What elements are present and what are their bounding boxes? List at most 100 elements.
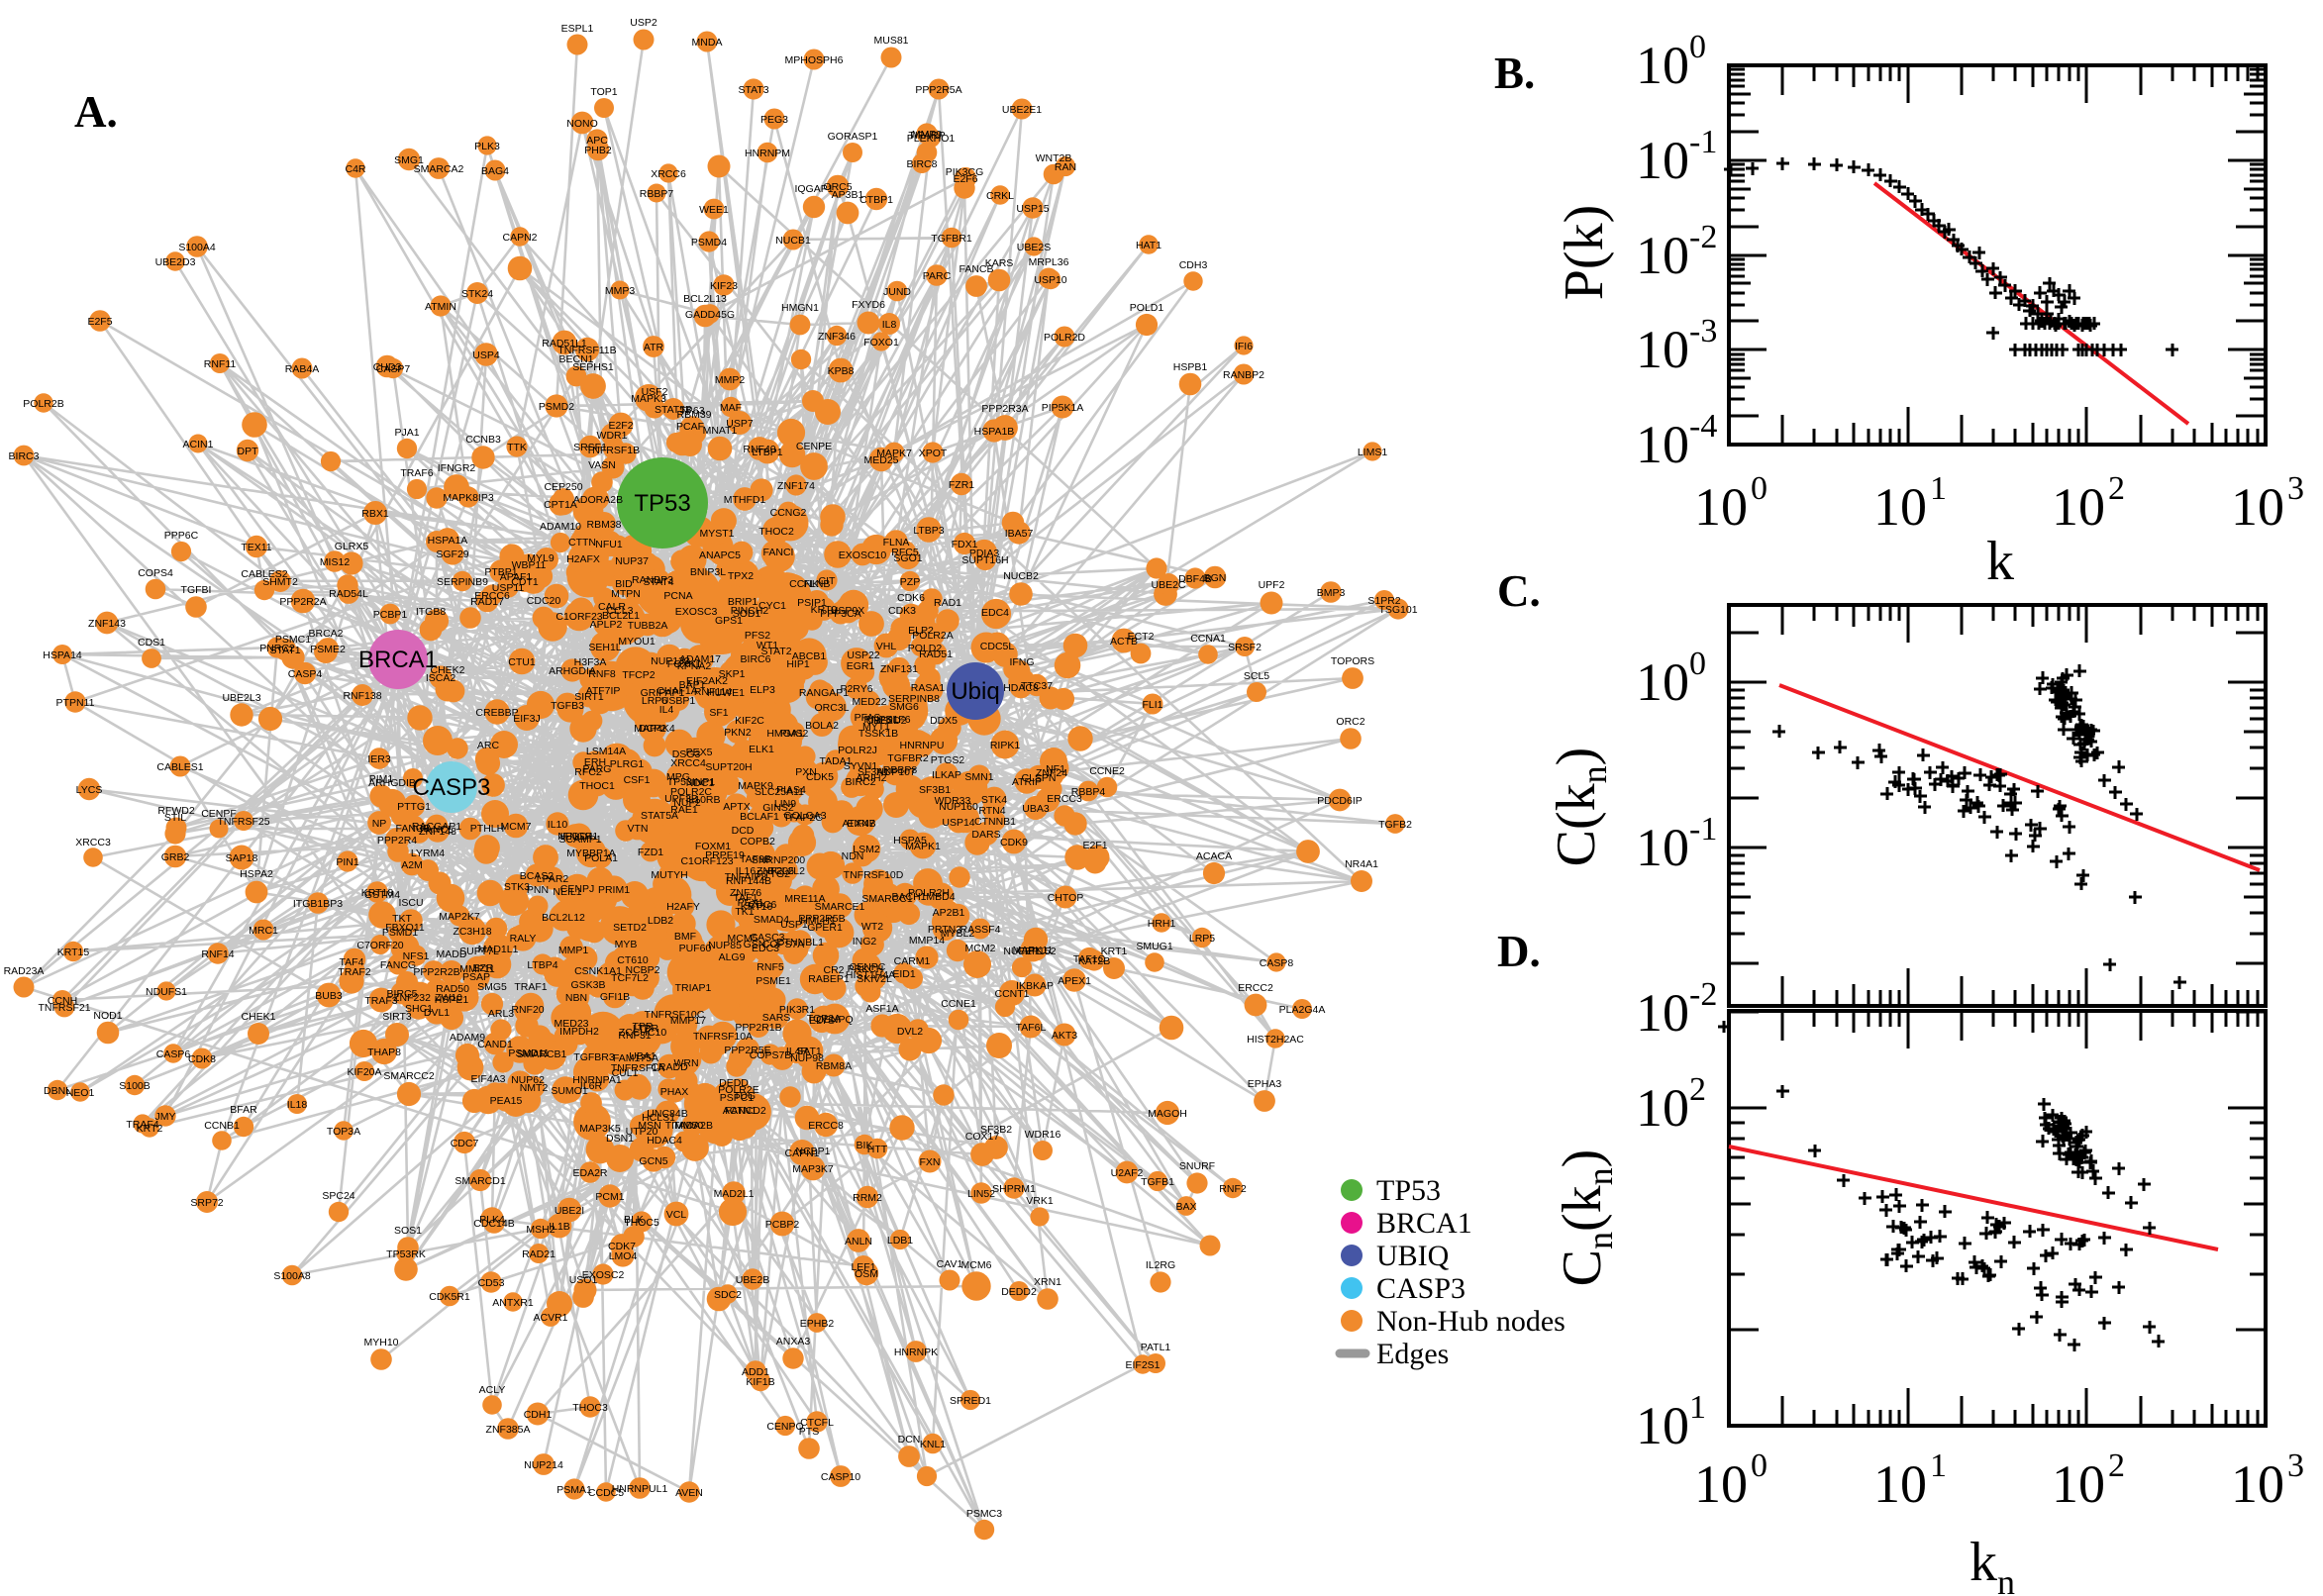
svg-text:POLA1: POLA1 (584, 852, 618, 864)
svg-text:XRN1: XRN1 (1034, 1276, 1061, 1288)
svg-text:EGR1: EGR1 (847, 660, 875, 672)
svg-text:ERCC6: ERCC6 (474, 590, 510, 602)
svg-text:HTT: HTT (867, 1144, 888, 1155)
svg-text:ERCC8: ERCC8 (808, 1120, 844, 1132)
svg-text:MCM5: MCM5 (728, 933, 758, 945)
svg-text:TFAP2C: TFAP2C (783, 812, 823, 824)
svg-text:CARM1: CARM1 (894, 955, 931, 967)
svg-text:BCL2L2: BCL2L2 (767, 865, 805, 877)
svg-text:PSME2: PSME2 (310, 644, 346, 655)
svg-text:IMPDH2: IMPDH2 (559, 1026, 599, 1038)
svg-text:ARL3: ARL3 (488, 1008, 514, 1020)
svg-text:FLNA: FLNA (883, 537, 910, 549)
svg-text:RAD1: RAD1 (934, 597, 961, 609)
svg-text:MAP4K4: MAP4K4 (634, 723, 675, 735)
svg-text:PUF60: PUF60 (679, 943, 712, 954)
svg-text:EIF4A3: EIF4A3 (470, 1073, 505, 1085)
svg-text:CASP4: CASP4 (288, 668, 323, 680)
svg-text:WT1: WT1 (757, 640, 778, 651)
svg-text:SKP1: SKP1 (719, 668, 746, 680)
svg-text:HSPA2: HSPA2 (240, 868, 273, 880)
svg-text:PDIA3: PDIA3 (969, 548, 1000, 559)
svg-text:ARHGDIB: ARHGDIB (368, 777, 416, 789)
svg-text:DSN1: DSN1 (606, 1133, 634, 1145)
svg-text:ARC: ARC (477, 740, 500, 751)
svg-text:XPOT: XPOT (919, 448, 948, 459)
svg-text:10: 10 (1636, 415, 1689, 474)
svg-text:Non-Hub nodes: Non-Hub nodes (1376, 1305, 1566, 1338)
svg-text:PPP2R1B: PPP2R1B (735, 1022, 781, 1034)
svg-text:RANGAP1: RANGAP1 (799, 687, 849, 699)
svg-text:PSAP: PSAP (462, 971, 490, 983)
svg-text:ING2: ING2 (853, 936, 877, 948)
svg-text:CCL3: CCL3 (607, 605, 634, 617)
svg-text:ACIN1: ACIN1 (183, 439, 214, 450)
svg-text:CDK6: CDK6 (897, 592, 925, 604)
svg-text:CABLES2: CABLES2 (241, 568, 287, 580)
svg-text:k: k (1986, 531, 2014, 592)
svg-text:TGFB1: TGFB1 (1141, 1176, 1174, 1188)
svg-text:VASN: VASN (588, 459, 616, 471)
svg-text:ANAPC5: ANAPC5 (699, 549, 741, 561)
svg-text:RNF114: RNF114 (694, 686, 732, 698)
svg-text:TOP2A: TOP2A (807, 1013, 841, 1025)
svg-text:ABCB1: ABCB1 (792, 650, 827, 662)
svg-text:TNFRSF11B: TNFRSF11B (557, 345, 616, 356)
svg-text:CCNE1: CCNE1 (941, 998, 976, 1010)
svg-text:FOXM1: FOXM1 (695, 841, 731, 852)
svg-text:TP53RK: TP53RK (386, 1248, 426, 1260)
svg-text:APLP2: APLP2 (590, 619, 623, 631)
svg-text:UBE2E1: UBE2E1 (1002, 104, 1042, 116)
svg-text:MED23: MED23 (554, 1018, 588, 1030)
svg-text:MCM6: MCM6 (961, 1259, 992, 1271)
svg-text:TSSK1B: TSSK1B (858, 728, 898, 740)
svg-text:0: 0 (1689, 29, 1706, 65)
svg-text:EID1: EID1 (892, 968, 916, 980)
svg-text:SMN1: SMN1 (964, 771, 993, 783)
svg-text:IL6R: IL6R (580, 1080, 603, 1092)
svg-text:WNT2B: WNT2B (1036, 152, 1072, 164)
svg-text:CHD3: CHD3 (373, 361, 402, 373)
svg-text:HDAC8: HDAC8 (1003, 682, 1039, 694)
svg-text:RRM2: RRM2 (853, 1192, 882, 1204)
svg-text:USO1: USO1 (569, 1274, 598, 1286)
svg-text:SETD2: SETD2 (613, 922, 647, 934)
svg-text:PSMD1: PSMD1 (382, 927, 418, 939)
svg-text:ECT2: ECT2 (1128, 631, 1155, 643)
svg-text:S100B: S100B (119, 1080, 151, 1092)
svg-text:RIPK1: RIPK1 (990, 740, 1021, 751)
svg-text:TAF6L: TAF6L (1016, 1022, 1047, 1034)
svg-text:CENPF: CENPF (201, 808, 237, 820)
svg-text:LIN9: LIN9 (774, 798, 796, 810)
svg-text:CYC1: CYC1 (758, 600, 786, 612)
svg-text:10: 10 (1636, 226, 1689, 285)
svg-text:BRIP1: BRIP1 (728, 596, 758, 608)
svg-text:MPG: MPG (666, 771, 690, 783)
svg-text:TRAF4: TRAF4 (126, 1119, 158, 1131)
svg-text:NBN: NBN (565, 992, 587, 1004)
svg-text:LPAR2: LPAR2 (537, 873, 569, 885)
svg-text:MED22: MED22 (852, 696, 886, 708)
svg-text:0: 0 (1751, 1447, 1768, 1484)
svg-text:ISCA2: ISCA2 (426, 672, 456, 684)
svg-text:CENPJ: CENPJ (560, 883, 594, 895)
svg-text:HSPE1: HSPE1 (435, 994, 469, 1006)
svg-text:LRP6: LRP6 (642, 695, 667, 707)
svg-text:NUP98: NUP98 (790, 1052, 824, 1064)
svg-text:TRAF1: TRAF1 (514, 981, 547, 993)
svg-text:EZR: EZR (473, 962, 494, 974)
svg-text:-4: -4 (1689, 408, 1717, 445)
svg-text:MAPK1: MAPK1 (905, 841, 941, 852)
svg-text:SUPT7L: SUPT7L (459, 946, 499, 957)
svg-text:NUCB2: NUCB2 (1003, 570, 1039, 582)
svg-text:SUPT20H: SUPT20H (705, 761, 752, 773)
svg-text:RNF8: RNF8 (588, 668, 616, 680)
svg-text:TGFBR1: TGFBR1 (931, 233, 972, 245)
svg-text:10: 10 (1636, 131, 1689, 190)
svg-text:RANBP2: RANBP2 (1223, 369, 1264, 381)
svg-text:HSPA1B: HSPA1B (974, 426, 1015, 438)
svg-text:RAD51L1: RAD51L1 (542, 338, 587, 349)
svg-text:DCN: DCN (898, 1434, 921, 1446)
svg-text:PLRG1: PLRG1 (610, 758, 645, 770)
svg-text:CTU1: CTU1 (508, 656, 536, 668)
